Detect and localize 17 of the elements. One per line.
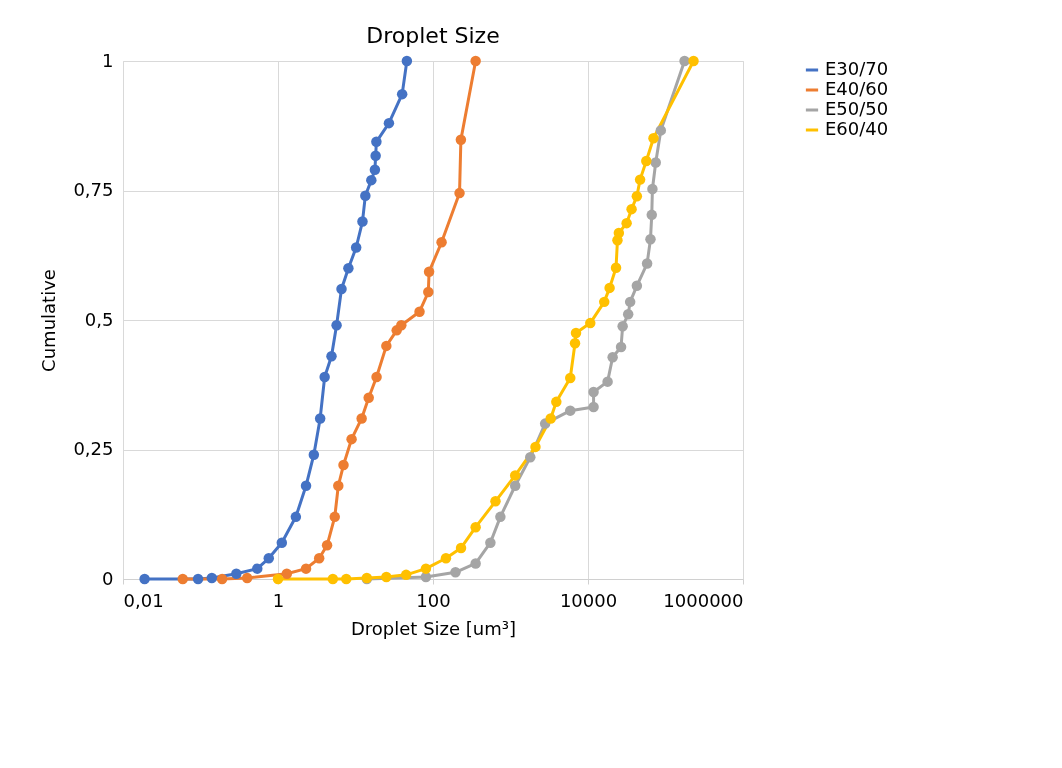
x-axis-title: Droplet Size [um³] [350,617,517,639]
y-tick-label: 0,5 [84,308,114,330]
y-tick-label: 0,25 [73,438,114,459]
x-tick-label: 1000000 [663,589,744,611]
x-tick-label: 100 [416,589,451,611]
legend-label: E40/60 [825,78,889,99]
legend-label: E60/40 [825,118,889,139]
legend-label: E50/50 [825,98,889,119]
chart-title: Droplet Size [366,23,500,48]
legend-label: E30/70 [825,58,889,79]
x-tick-label: 1 [272,589,285,611]
y-tick-label: 0 [102,567,114,589]
y-tick-label: 0,75 [73,179,114,200]
x-tick-label: 10000 [559,589,618,611]
y-tick-label: 1 [102,49,114,71]
y-axis-title: Cumulative [38,269,60,372]
x-tick-label: 0,01 [123,589,164,611]
